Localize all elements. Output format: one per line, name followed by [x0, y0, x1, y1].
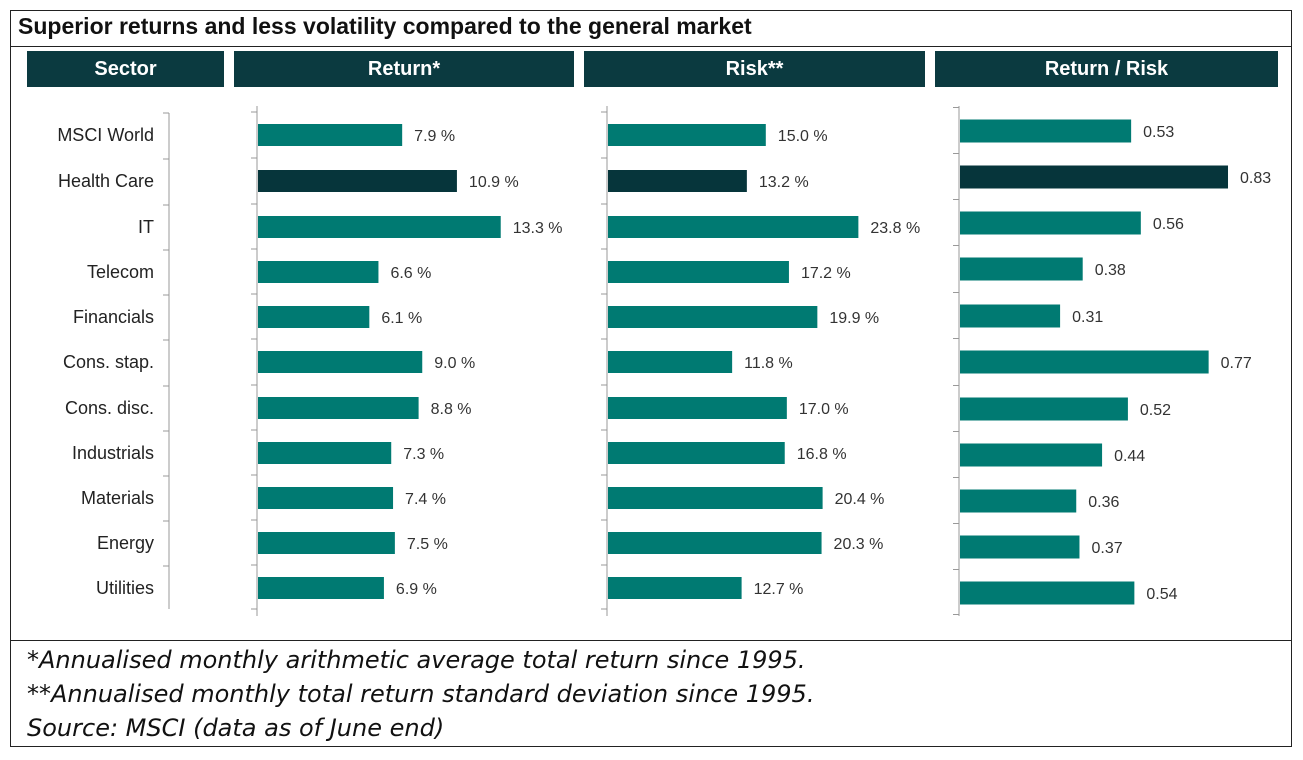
risk-bar-cons-disc [608, 397, 787, 419]
risk-bar-health-care [608, 170, 747, 192]
return-risk-value-label-it: 0.56 [1153, 216, 1184, 233]
risk-value-label-telecom: 17.2 % [801, 265, 851, 282]
footer-divider [10, 640, 1292, 641]
risk-value-label-industrials: 16.8 % [797, 446, 847, 463]
category-label-cons-stap: Cons. stap. [63, 352, 154, 372]
risk-value-label-it: 23.8 % [870, 220, 920, 237]
title-divider [10, 46, 1292, 47]
return-bar-cons-disc [258, 397, 419, 419]
category-label-materials: Materials [81, 488, 154, 508]
return-value-label-msci-world: 7.9 % [414, 128, 455, 145]
return-value-label-financials: 6.1 % [381, 310, 422, 327]
return-bar-health-care [258, 170, 457, 192]
category-label-energy: Energy [97, 533, 154, 553]
return-bar-telecom [258, 261, 379, 283]
return-risk-bar-cons-disc [960, 397, 1128, 421]
return-value-label-health-care: 10.9 % [469, 174, 519, 191]
risk-bar-financials [608, 306, 818, 328]
risk-value-label-materials: 20.4 % [835, 491, 885, 508]
return-risk-bar-materials [960, 489, 1077, 513]
return-bar-cons-stap [258, 351, 423, 373]
category-label-telecom: Telecom [87, 262, 154, 282]
return-value-label-materials: 7.4 % [405, 491, 446, 508]
category-label-health-care: Health Care [58, 171, 154, 191]
return-risk-bar-industrials [960, 443, 1103, 467]
return-risk-value-label-utilities: 0.54 [1146, 586, 1177, 603]
return-risk-value-label-health-care: 0.83 [1240, 170, 1271, 187]
header-risk: Risk** [584, 51, 925, 87]
risk-bar-msci-world [608, 124, 766, 146]
return-value-label-it: 13.3 % [513, 220, 563, 237]
category-label-financials: Financials [73, 307, 154, 327]
category-label-cons-disc: Cons. disc. [65, 398, 154, 418]
footnote-source: Source: MSCI (data as of June end) [27, 714, 445, 742]
return-value-label-energy: 7.5 % [407, 536, 448, 553]
return-risk-value-label-cons-disc: 0.52 [1140, 402, 1171, 419]
return-risk-value-label-industrials: 0.44 [1114, 448, 1145, 465]
return-risk-bar-utilities [960, 581, 1135, 605]
risk-bar-it [608, 216, 859, 238]
return-bar-industrials [258, 442, 392, 464]
return-bar-msci-world [258, 124, 403, 146]
return-value-label-cons-stap: 9.0 % [434, 355, 475, 372]
page-title: Superior returns and less volatility com… [18, 13, 752, 39]
return-bar-materials [258, 487, 394, 509]
risk-bar-cons-stap [608, 351, 733, 373]
return-risk-value-label-cons-stap: 0.77 [1221, 355, 1252, 372]
return-risk-bar-msci-world [960, 119, 1132, 143]
return-value-label-telecom: 6.6 % [390, 265, 431, 282]
risk-value-label-utilities: 12.7 % [754, 581, 804, 598]
risk-bar-telecom [608, 261, 789, 283]
chart-frame [10, 10, 1292, 747]
return-bar-energy [258, 532, 395, 554]
return-value-label-cons-disc: 8.8 % [431, 401, 472, 418]
return-risk-value-label-materials: 0.36 [1088, 494, 1119, 511]
risk-value-label-health-care: 13.2 % [759, 174, 809, 191]
risk-bar-energy [608, 532, 822, 554]
header-return-risk: Return / Risk [935, 51, 1278, 87]
return-risk-value-label-energy: 0.37 [1091, 540, 1122, 557]
return-risk-value-label-msci-world: 0.53 [1143, 124, 1174, 141]
header-sector: Sector [27, 51, 224, 87]
return-risk-bar-it [960, 211, 1141, 235]
return-risk-bar-cons-stap [960, 350, 1209, 374]
return-value-label-industrials: 7.3 % [403, 446, 444, 463]
category-label-msci-world: MSCI World [57, 125, 154, 145]
category-label-it: IT [138, 217, 154, 237]
category-label-utilities: Utilities [96, 578, 154, 598]
category-label-industrials: Industrials [72, 443, 154, 463]
return-risk-bar-telecom [960, 257, 1083, 281]
return-bar-it [258, 216, 501, 238]
return-bar-utilities [258, 577, 384, 599]
return-bar-financials [258, 306, 370, 328]
risk-value-label-cons-stap: 11.8 % [744, 355, 793, 372]
risk-value-label-financials: 19.9 % [829, 310, 879, 327]
return-risk-bar-health-care [960, 165, 1229, 189]
return-value-label-utilities: 6.9 % [396, 581, 437, 598]
risk-bar-materials [608, 487, 823, 509]
bar-charts: MSCI World Health Care IT Telecom Financials… [57, 106, 1271, 616]
return-risk-bar-energy [960, 535, 1080, 559]
risk-value-label-cons-disc: 17.0 % [799, 401, 849, 418]
footnote-return: *Annualised monthly arithmetic average t… [27, 646, 806, 674]
return-risk-bar-financials [960, 304, 1061, 328]
return-risk-value-label-telecom: 0.38 [1095, 262, 1126, 279]
risk-bar-utilities [608, 577, 742, 599]
header-return: Return* [234, 51, 574, 87]
risk-value-label-msci-world: 15.0 % [778, 128, 828, 145]
risk-value-label-energy: 20.3 % [834, 536, 884, 553]
risk-bar-industrials [608, 442, 785, 464]
footnote-risk: **Annualised monthly total return standa… [27, 680, 815, 708]
return-risk-value-label-financials: 0.31 [1072, 309, 1103, 326]
